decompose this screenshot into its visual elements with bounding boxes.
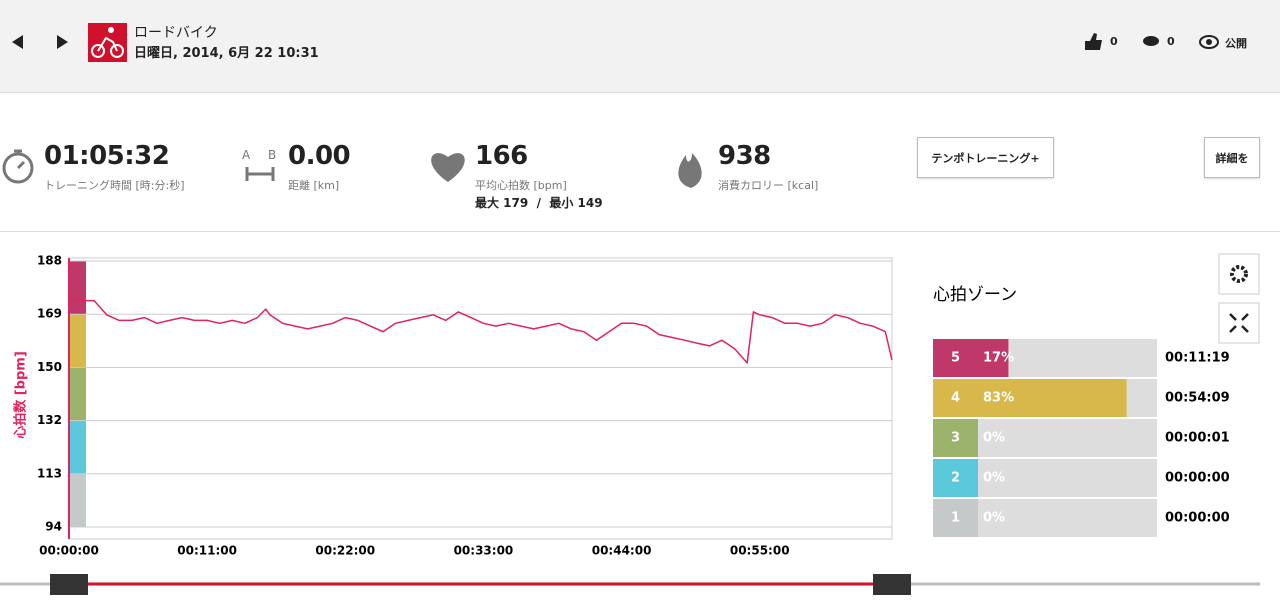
zone-band [69,473,86,527]
stat-icons [2,149,702,188]
avg-hr-value: 166 [475,141,528,171]
distance-value: 0.00 [288,141,351,171]
distance-icon [245,167,275,181]
comment-icon[interactable] [1143,36,1159,46]
zone-number-cell [933,459,978,497]
y-tick-label: 113 [37,466,62,480]
zone-bar-bg [978,459,1157,497]
zone-bar-bg [978,499,1157,537]
settings-icon [1230,265,1248,283]
y-tick-label: 132 [37,413,62,427]
range-handle[interactable] [50,574,88,595]
zone-band [69,314,86,368]
chart: 心拍数 [bpm] 心拍ゾーン 9411313215016918800:00:0… [0,253,1260,595]
avg-hr-label: 平均心拍数 [bpm] [475,179,567,192]
sport-icon [91,44,105,58]
y-axis-label: 心拍数 [bpm] [13,351,29,439]
zone-time: 00:00:00 [1165,511,1230,526]
visibility-icon[interactable] [1199,35,1219,49]
zone-band [69,261,86,315]
distance-icon-label: B [268,148,277,162]
timer-icon [2,152,34,184]
distance-label: 距離 [km] [288,179,340,192]
expand-button[interactable] [1218,302,1260,344]
zone-percent: 0% [983,431,1005,446]
x-tick-label: 00:11:00 [177,544,237,558]
zone-number: 4 [951,391,960,406]
sport-icon [110,44,124,58]
distance-icon-label: A [242,148,251,162]
max-min-hr: 最大 179 / 最小 149 [475,196,603,210]
comment-count: 0 [1167,35,1175,48]
visibility-icon [1206,39,1212,45]
timer-icon [14,149,26,170]
sport-icon [97,36,118,52]
zone-number: 3 [951,431,960,446]
zone-time: 00:00:00 [1165,471,1230,486]
zones-title: 心拍ゾーン [933,285,1017,305]
zone-bar-bg [978,419,1157,457]
y-tick-label: 94 [45,520,62,534]
zone-number: 2 [951,471,960,486]
zone-number-cell [933,499,978,537]
tempo-button[interactable]: テンポトレーニング+ [917,137,1054,178]
y-tick-label: 150 [37,360,62,374]
like-icon[interactable] [1085,33,1102,50]
activity-datetime: 日曜日, 2014, 6月 22 10:31 [134,46,319,61]
y-tick-label: 188 [37,254,62,268]
plot-frame [68,257,893,540]
zone-percent: 17% [983,351,1014,366]
settings-button[interactable] [1218,253,1260,295]
heart-icon [431,153,465,182]
zone-number-cell [933,419,978,457]
zone-bar [978,379,1127,417]
visibility-label: 公開 [1225,37,1247,50]
x-tick-label: 00:55:00 [730,544,790,558]
zone-percent: 0% [983,471,1005,486]
x-tick-label: 00:44:00 [592,544,652,558]
zone-time: 00:54:09 [1165,391,1230,406]
calories-value: 938 [718,141,771,171]
zone-time: 00:00:01 [1165,431,1230,446]
zone-number-cell [933,379,978,417]
activity-name: ロードバイク [134,25,218,41]
x-tick-label: 00:00:00 [39,544,99,558]
sport-icon [108,27,114,33]
duration-label: トレーニング時間 [時:分:秒] [44,179,185,192]
zone-time: 00:11:19 [1165,351,1230,366]
expand-icon [1229,313,1249,333]
zone-number: 5 [951,351,960,366]
duration-value: 01:05:32 [44,141,170,171]
zone-number-cell [933,339,978,377]
zone-bar [978,339,1009,377]
zone-number: 1 [951,511,960,526]
header: ロードバイク 日曜日, 2014, 6月 22 10:31 0 0 公開 [0,0,1280,93]
zone-band [69,420,86,474]
details-button[interactable]: 詳細を [1204,137,1260,178]
stats: A B 01:05:32 トレーニング時間 [時:分:秒] 0.00 距離 [k… [0,93,1280,232]
hr-line [68,297,893,364]
header-icons [12,23,1219,62]
x-tick-label: 00:33:00 [454,544,514,558]
zone-percent: 83% [983,391,1014,406]
range-handle[interactable] [873,574,911,595]
next-button[interactable] [57,35,68,49]
like-count: 0 [1110,35,1118,48]
y-tick-label: 169 [37,307,62,321]
calories-label: 消費カロリー [kcal] [718,179,819,192]
zone-band [69,367,86,421]
zone-percent: 0% [983,511,1005,526]
x-tick-label: 00:22:00 [315,544,375,558]
prev-button[interactable] [12,35,23,49]
flame-icon [678,153,702,188]
